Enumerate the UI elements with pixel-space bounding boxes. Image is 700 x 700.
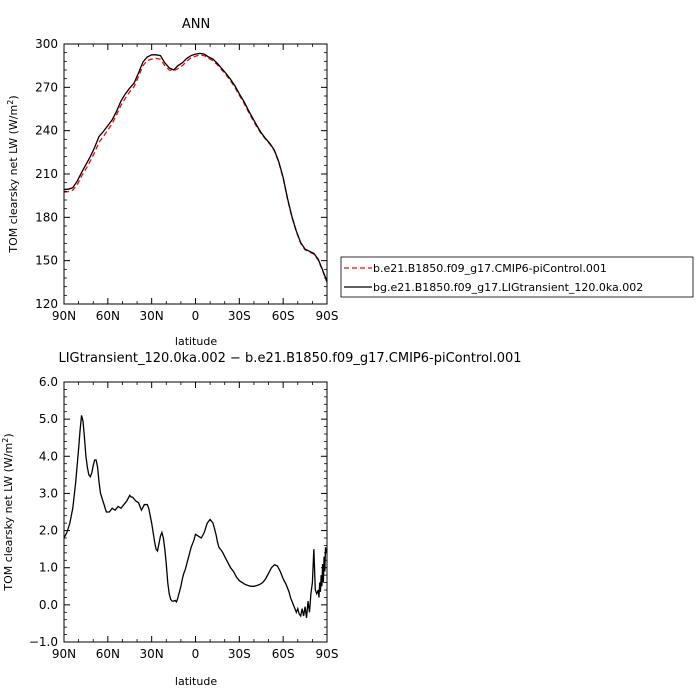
bottom-chart-y-ticks: 6.0 5.0 4.0 3.0 2.0 1.0 0.0 −1.0 [29,375,327,649]
top-chart-y-tick-label: 270 [35,80,58,94]
top-chart-title: ANN [182,17,210,32]
legend-entry-series-2: bg.e21.B1850.f09_g17.LIGtransient_120.0k… [373,281,643,294]
top-chart-plot-area [63,52,328,283]
legend-box [340,256,694,298]
bottom-chart-x-tick-label: 30S [228,647,251,661]
top-chart-series-1-line [63,54,328,283]
top-chart-x-tick-label: 30N [140,309,164,323]
bottom-chart-y-tick-label: 5.0 [39,412,58,426]
bottom-chart-y-tick-label: −1.0 [29,635,58,649]
top-chart-y-tick-label: 240 [35,124,58,138]
top-chart-frame [63,43,328,305]
bottom-chart-y-tick-label: 2.0 [39,524,58,538]
top-chart-x-ticks: 90N 60N 30N 0 30S 60S 90S [52,44,339,323]
top-chart-y-axis-label: TOM clearsky net LW (W/m2) [6,95,20,253]
top-chart-x-tick-label: 90S [316,309,339,323]
bottom-chart-frame [63,381,328,643]
bottom-chart-plot-area [63,415,328,618]
bottom-chart-x-tick-label: 60S [272,647,295,661]
bottom-chart-x-tick-label: 60N [96,647,120,661]
top-chart-x-tick-label: 30S [228,309,251,323]
bottom-chart: LIGtransient_120.0ka.002 − b.e21.B1850.f… [1,351,522,688]
top-chart-x-tick-label: 60S [272,309,295,323]
top-chart-y-tick-label: 300 [35,37,58,51]
top-chart-y-tick-label: 120 [35,297,58,311]
top-chart-y-ticks: 300 270 240 210 180 150 120 [35,37,327,311]
bottom-chart-y-axis-label: TOM clearsky net LW (W/m2) [1,433,15,591]
top-chart-y-tick-label: 150 [35,254,58,268]
legend-entry-series-1: b.e21.B1850.f09_g17.CMIP6-piControl.001 [373,262,607,275]
bottom-chart-y-tick-label: 1.0 [39,561,58,575]
top-chart-x-tick-label: 60N [96,309,120,323]
legend: b.e21.B1850.f09_g17.CMIP6-piControl.001 … [340,256,694,298]
bottom-chart-y-tick-label: 6.0 [39,375,58,389]
bottom-chart-x-ticks: 90N 60N 30N 0 30S 60S 90S [52,382,339,661]
bottom-chart-y-tick-label: 0.0 [39,598,58,612]
bottom-chart-series-1-line [63,415,328,618]
top-chart-x-tick-label: 90N [52,309,76,323]
bottom-chart-y-tick-label: 3.0 [39,486,58,500]
top-chart-y-tick-label: 180 [35,210,58,224]
bottom-chart-x-tick-label: 90S [316,647,339,661]
bottom-chart-x-tick-label: 30N [140,647,164,661]
top-chart: ANN 90N 60N 30N 0 30S 60S 90S 300 270 240 210 180 1… [6,17,338,348]
top-chart-x-axis-label: latitude [175,335,217,348]
bottom-chart-x-axis-label: latitude [175,675,217,688]
bottom-chart-x-tick-label: 90N [52,647,76,661]
bottom-chart-y-tick-label: 4.0 [39,449,58,463]
top-chart-y-tick-label: 210 [35,167,58,181]
top-chart-x-tick-label: 0 [192,309,200,323]
bottom-chart-x-tick-label: 0 [192,647,200,661]
bottom-chart-title: LIGtransient_120.0ka.002 − b.e21.B1850.f… [58,351,521,366]
top-chart-series-2-line [63,52,328,282]
